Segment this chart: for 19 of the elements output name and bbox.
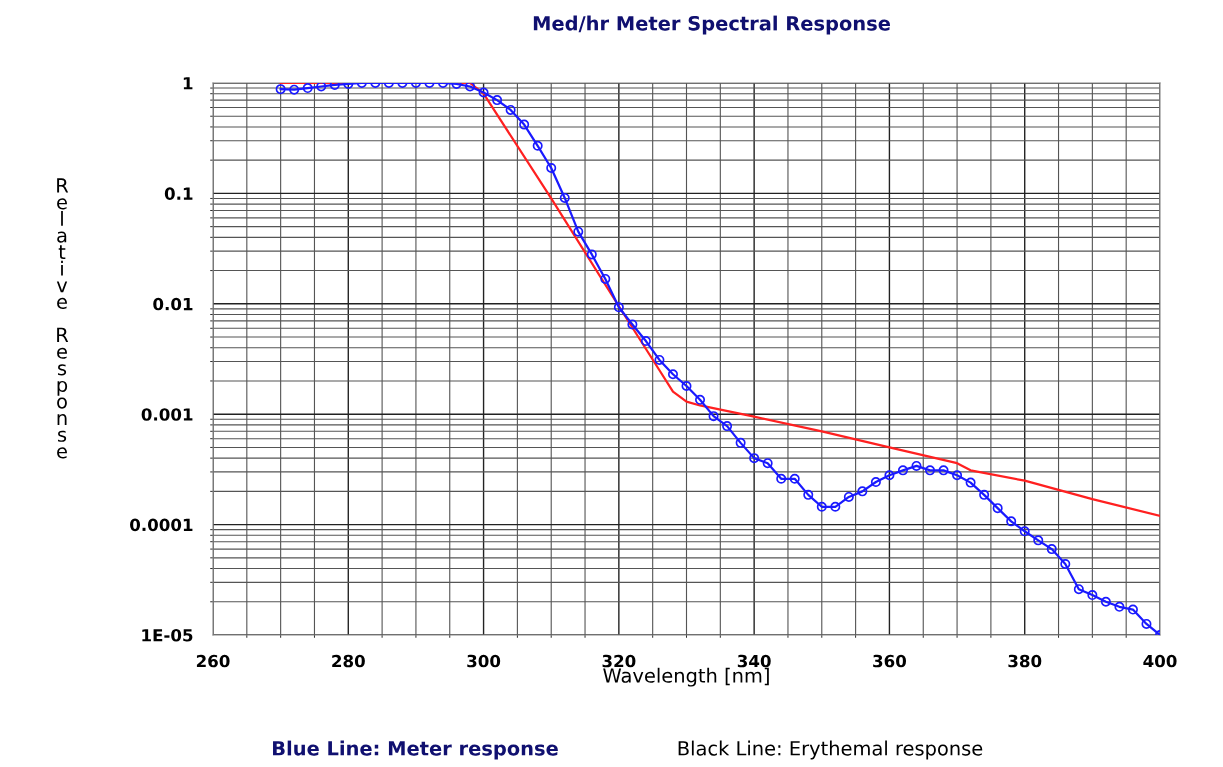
x-tick-label: 280 [332,654,365,668]
x-tick-label: 260 [196,654,230,668]
x-axis-title: Wavelength [nm] [603,667,769,687]
text: Blue Line: Meter response [273,740,558,760]
y-tick-label: 0.0001 [130,518,193,532]
chart-title: Med/hr Meter Spectral Response [533,15,890,35]
text: Relative Response [56,178,69,459]
y-tick-label: 1 [183,77,193,90]
x-tick-label: 400 [1143,654,1177,668]
y-tick-label: 0.1 [164,187,193,200]
x-tick-label: 300 [467,654,501,668]
x-tick-label: 320 [602,654,636,668]
x-tick-label: 380 [1008,654,1042,668]
y-tick-label: 1E-05 [142,628,193,642]
text: Black Line: Erythemal response [678,740,983,760]
y-tick-label: 0.01 [153,297,193,311]
x-tick-label: 360 [873,654,907,668]
x-tick-label: 340 [737,654,771,668]
y-tick-label: 0.001 [141,408,193,421]
